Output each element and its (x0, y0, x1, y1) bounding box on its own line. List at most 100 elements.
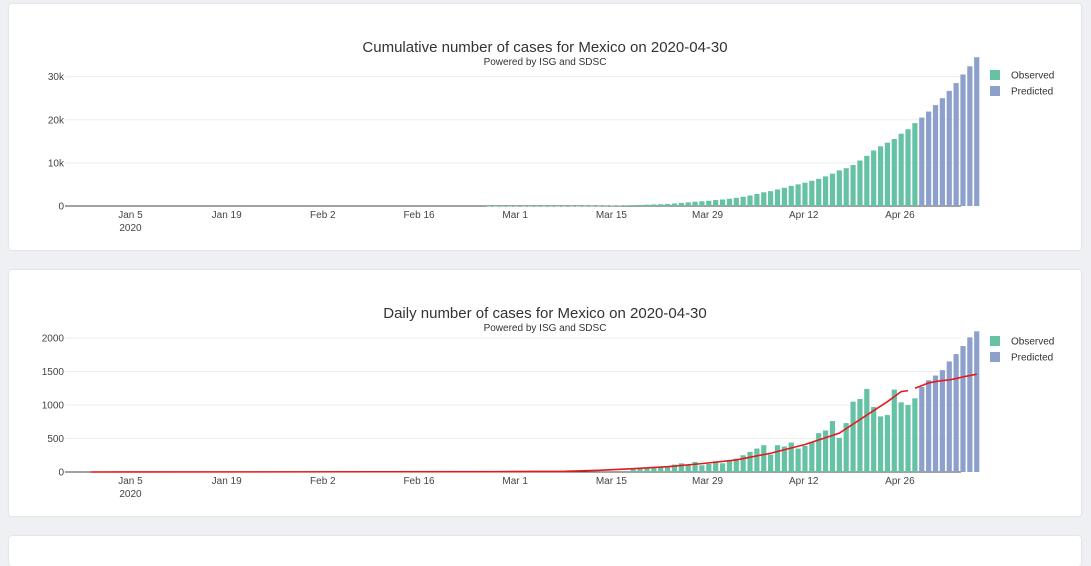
chart-title: Cumulative number of cases for Mexico on… (362, 39, 727, 56)
observed-bar (534, 205, 540, 207)
observed-bar (816, 433, 822, 472)
legend-swatch-predicted (990, 352, 1000, 362)
observed-bar (637, 204, 643, 206)
observed-bar (829, 421, 836, 472)
x-tick-label: Mar 15 (596, 476, 628, 487)
observed-bar (809, 180, 815, 206)
observed-bar (754, 193, 760, 206)
observed-bar (809, 441, 815, 472)
observed-bar (857, 398, 863, 472)
x-tick-label: Feb 2 (310, 476, 336, 487)
observed-bar (877, 416, 884, 472)
observed-bar (719, 463, 726, 472)
observed-bar (630, 205, 636, 206)
series-predicted (919, 57, 980, 207)
observed-bar (699, 201, 705, 206)
observed-bar (864, 155, 870, 206)
observed-bar (857, 160, 863, 206)
observed-bar (706, 200, 712, 206)
observed-bar (692, 201, 698, 206)
predicted-bar (953, 354, 959, 472)
x-year-label: 2020 (119, 489, 142, 500)
observed-bar (719, 199, 726, 206)
observed-bar (651, 467, 657, 472)
observed-bar (726, 198, 733, 206)
observed-bar (761, 445, 767, 472)
predicted-bar (960, 74, 966, 206)
observed-bar (871, 407, 877, 472)
trend-line (90, 389, 909, 473)
predicted-bar (960, 346, 966, 472)
observed-bar (781, 446, 787, 472)
legend-label-observed: Observed (1011, 337, 1054, 348)
observed-bar (596, 205, 602, 207)
y-tick-label: 30k (48, 72, 65, 83)
observed-bar (912, 123, 918, 206)
observed-bar (548, 205, 554, 207)
observed-bar (898, 133, 904, 206)
observed-bar (781, 187, 787, 206)
y-tick-label: 0 (58, 202, 64, 213)
observed-bar (685, 202, 691, 206)
observed-bar (555, 205, 561, 207)
observed-bar (905, 405, 911, 472)
observed-bar (671, 203, 678, 206)
x-tick-label: Apr 12 (789, 476, 819, 487)
observed-bar (740, 455, 746, 472)
observed-bar (822, 176, 829, 206)
predicted-bar (953, 83, 959, 206)
observed-bar (877, 146, 884, 206)
observed-bar (802, 445, 808, 472)
observed-bar (692, 461, 698, 472)
x-tick-label: Apr 12 (789, 210, 819, 221)
predicted-bar (932, 105, 939, 206)
predicted-bar (946, 361, 952, 472)
observed-bar (527, 205, 533, 207)
observed-bar (493, 205, 499, 207)
predicted-bar (967, 337, 973, 472)
x-tick-label: Mar 1 (502, 476, 528, 487)
observed-bar (802, 182, 808, 206)
observed-bar (685, 464, 691, 472)
observed-bar (891, 389, 897, 472)
predicted-bar (939, 98, 945, 206)
observed-bar (768, 191, 774, 206)
observed-bar (575, 205, 581, 207)
x-tick-label: Mar 29 (692, 476, 724, 487)
predicted-bar (926, 380, 932, 472)
chart-title: Daily number of cases for Mexico on 2020… (383, 305, 707, 322)
chart-subtitle: Powered by ISG and SDSC (484, 323, 607, 334)
observed-bar (795, 184, 801, 206)
observed-bar (871, 150, 877, 206)
observed-bar (713, 461, 719, 472)
observed-bar (733, 458, 739, 472)
cumulative-cases-chart: Cumulative number of cases for Mexico on… (48, 39, 1054, 234)
observed-bar (644, 467, 650, 472)
observed-bar (506, 205, 513, 207)
series-observed (630, 388, 918, 472)
observed-bar (761, 192, 767, 206)
observed-bar (836, 170, 842, 206)
observed-bar (816, 178, 822, 206)
observed-bar (795, 448, 801, 472)
legend-swatch-observed (990, 70, 1000, 80)
predicted-bar (932, 375, 939, 472)
observed-bar (850, 165, 856, 206)
observed-bar (671, 464, 678, 472)
x-tick-label: Feb 16 (403, 476, 435, 487)
observed-bar (829, 173, 836, 206)
legend-label-predicted: Predicted (1011, 353, 1053, 364)
observed-bar (912, 398, 918, 472)
observed-bar (754, 448, 760, 472)
observed-bar (747, 451, 753, 472)
observed-bar (788, 185, 794, 206)
observed-bar (658, 204, 664, 206)
observed-bar (843, 168, 849, 206)
observed-bar (664, 203, 671, 206)
trend-line (914, 373, 977, 390)
x-tick-label: Feb 16 (403, 210, 435, 221)
observed-bar (651, 204, 657, 206)
x-tick-label: Jan 5 (118, 210, 143, 221)
predicted-bar (939, 370, 945, 472)
predicted-bar (967, 66, 973, 207)
